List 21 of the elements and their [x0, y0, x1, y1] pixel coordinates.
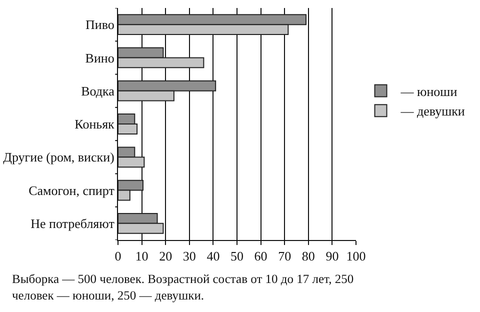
x-tick-label: 50	[230, 248, 244, 264]
text: Выборка — 500 человек. Возрастной состав от 10 до 17 лет, 250 человек — юноши, 250 — девушки.	[12, 272, 354, 302]
legend-label: — юноши	[400, 84, 458, 99]
legend-label: — девушки	[400, 104, 465, 119]
x-tick-label: 0	[114, 248, 122, 264]
x-tick-label: 10	[135, 248, 148, 264]
y-tick-label: Самогон, спирт	[28, 182, 115, 198]
x-tick-label: 80	[302, 248, 315, 264]
x-tick-label: 30	[182, 248, 196, 264]
x-tick-label: 100	[346, 248, 366, 264]
x-tick-label: 40	[206, 248, 220, 264]
y-tick-label: Вино	[85, 50, 114, 66]
y-tick-label: Другие (ром, виски)	[3, 150, 114, 165]
y-tick-label: Не потребляют	[30, 216, 115, 231]
y-tick-label: Коньяк	[74, 116, 116, 132]
x-tick-label: 60	[254, 248, 268, 264]
x-tick-label: 20	[159, 248, 172, 264]
y-tick-label: Водка	[81, 83, 115, 98]
x-tick-label: 70	[278, 248, 292, 264]
x-tick-label: 90	[326, 248, 339, 264]
y-tick-label: Пиво	[85, 17, 114, 32]
